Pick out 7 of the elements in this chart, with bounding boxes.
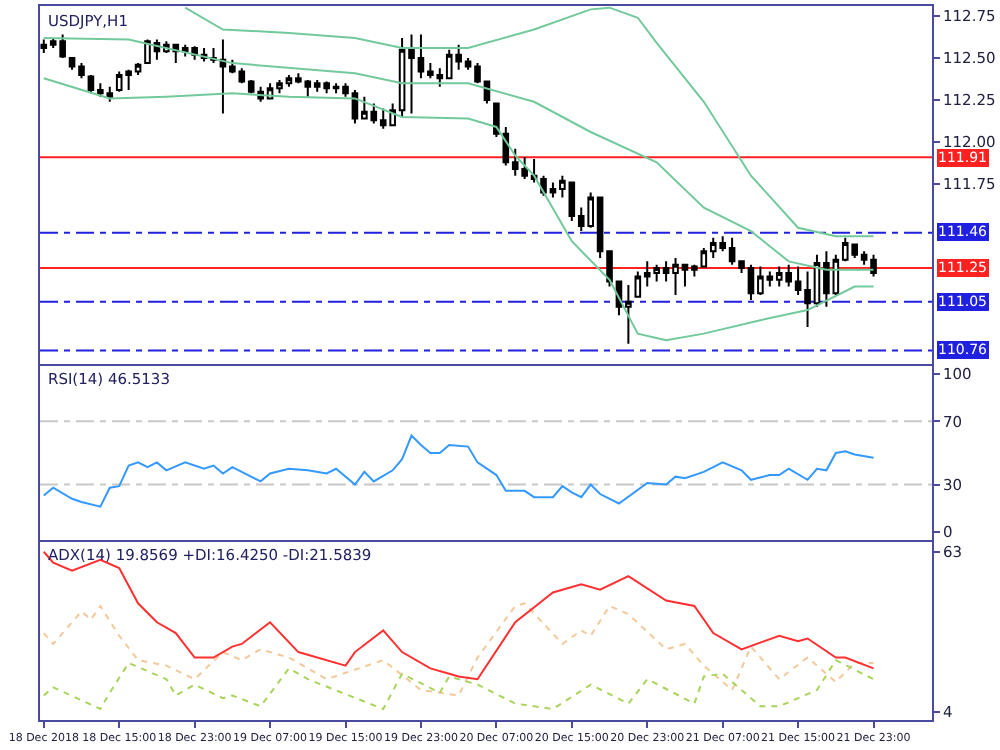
line-series bbox=[42, 659, 875, 710]
line-series bbox=[42, 602, 875, 697]
line-series bbox=[42, 36, 875, 271]
line-series bbox=[42, 550, 875, 681]
line-series bbox=[42, 434, 875, 508]
line-series bbox=[42, 77, 875, 342]
line-series bbox=[184, 6, 875, 238]
